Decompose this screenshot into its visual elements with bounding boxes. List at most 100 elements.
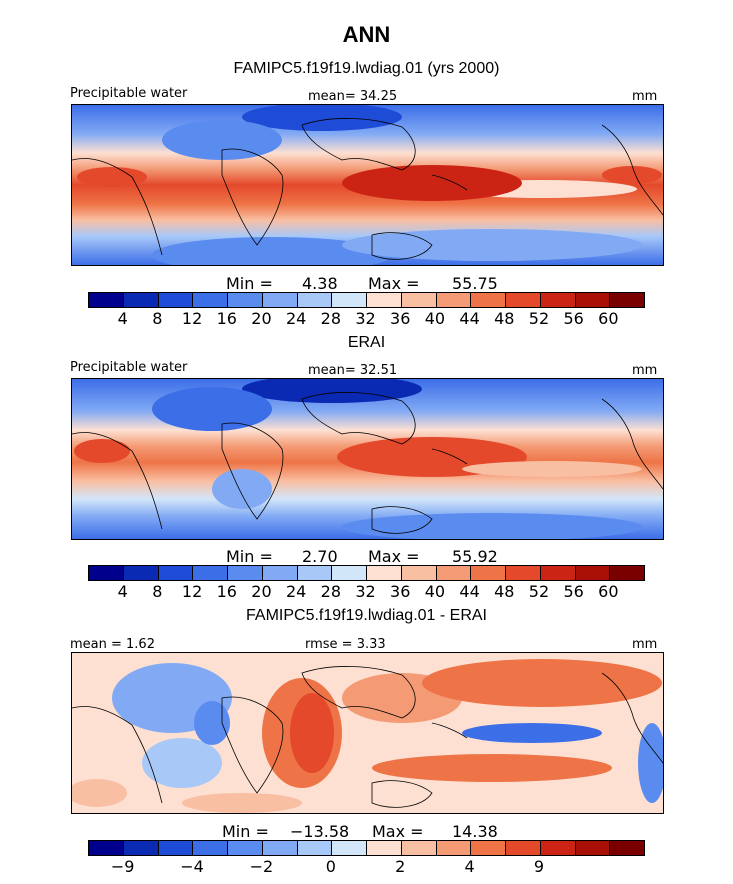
panel-2-max-label: Max = xyxy=(368,547,420,566)
colorbar-swatch xyxy=(332,293,367,307)
colorbar-swatch xyxy=(436,841,472,855)
colorbar-swatch xyxy=(123,293,159,307)
colorbar-tick-label: 0 xyxy=(325,857,336,876)
colorbar-swatch xyxy=(610,566,644,580)
panel-3-title: FAMIPC5.f19f19.lwdiag.01 - ERAI xyxy=(246,607,487,624)
colorbar-tick-label: 16 xyxy=(216,582,237,601)
panel-3-mean-label: mean = 1.62 xyxy=(70,637,155,652)
panel-1-colorbar-labels: 4 8 12 16 20 24 28 32 36 40 44 48 52 56 60 xyxy=(88,309,643,329)
colorbar-swatch xyxy=(228,293,263,307)
panel-3-min-label: Min = xyxy=(222,822,269,841)
panel-1-title: FAMIPC5.f19f19.lwdiag.01 (yrs 2000) xyxy=(233,60,500,77)
panel-2-map-svg xyxy=(72,379,663,539)
colorbar-tick-label: 32 xyxy=(355,309,376,328)
colorbar-tick-label: 9 xyxy=(533,857,545,876)
colorbar-swatch xyxy=(367,566,402,580)
colorbar-swatch xyxy=(401,293,437,307)
colorbar-swatch xyxy=(123,841,159,855)
colorbar-tick-label: 56 xyxy=(563,309,584,328)
panel-2-units-label: mm xyxy=(632,363,658,378)
colorbar-tick-label: 28 xyxy=(320,309,341,328)
colorbar-tick-label: 24 xyxy=(285,309,307,328)
panel-3-rmse-label: rmse = 3.33 xyxy=(305,637,386,652)
colorbar-tick-label: 40 xyxy=(424,309,446,328)
colorbar-tick-label: 2 xyxy=(395,857,406,876)
colorbar-swatch xyxy=(193,841,228,855)
panel-2-max-value: 55.92 xyxy=(452,547,498,566)
panel-1-max-label: Max = xyxy=(368,274,420,293)
colorbar-tick-label: 12 xyxy=(181,309,203,328)
colorbar-tick-label: 44 xyxy=(459,309,480,328)
colorbar-swatch xyxy=(471,566,506,580)
panel-3-max-value: 14.38 xyxy=(452,822,498,841)
colorbar-swatch xyxy=(401,566,437,580)
colorbar-swatch xyxy=(297,841,333,855)
colorbar-swatch xyxy=(471,293,506,307)
colorbar-swatch xyxy=(123,566,159,580)
colorbar-swatch xyxy=(89,841,124,855)
colorbar-swatch xyxy=(540,841,576,855)
colorbar-tick-label: 4 xyxy=(117,582,128,601)
panel-1-variable-label: Precipitable water xyxy=(70,86,188,101)
colorbar-tick-label: 12 xyxy=(181,582,203,601)
colorbar-swatch xyxy=(436,293,472,307)
colorbar-swatch xyxy=(540,566,576,580)
colorbar-swatch xyxy=(367,841,402,855)
colorbar-tick-label: 52 xyxy=(528,309,550,328)
colorbar-tick-label: 8 xyxy=(152,582,163,601)
panel-2-min-label: Min = xyxy=(226,547,273,566)
colorbar-swatch xyxy=(540,293,576,307)
colorbar-swatch xyxy=(575,293,611,307)
colorbar-tick-label: 36 xyxy=(390,309,411,328)
colorbar-swatch xyxy=(89,566,124,580)
panel-1-map xyxy=(71,104,664,266)
colorbar-tick-label: 20 xyxy=(251,309,272,328)
colorbar-tick-label: 52 xyxy=(528,582,550,601)
colorbar-swatch xyxy=(228,841,263,855)
colorbar-swatch xyxy=(436,566,472,580)
colorbar-swatch xyxy=(89,293,124,307)
colorbar-swatch xyxy=(506,566,541,580)
panel-1-colorbar xyxy=(88,292,645,308)
colorbar-tick-label: −9 xyxy=(110,857,135,876)
colorbar-tick-label: 32 xyxy=(355,582,376,601)
colorbar-tick-label: 4 xyxy=(464,857,475,876)
colorbar-swatch xyxy=(297,566,333,580)
colorbar-swatch xyxy=(506,293,541,307)
colorbar-swatch xyxy=(332,566,367,580)
colorbar-tick-label: 28 xyxy=(320,582,341,601)
colorbar-swatch xyxy=(158,293,194,307)
colorbar-swatch xyxy=(158,566,194,580)
panel-1-map-svg xyxy=(72,105,663,265)
colorbar-tick-label: 56 xyxy=(563,582,584,601)
panel-3-units-label: mm xyxy=(632,637,658,652)
colorbar-swatch xyxy=(332,841,367,855)
panel-3-map xyxy=(71,652,664,814)
colorbar-tick-label: −2 xyxy=(249,857,274,876)
panel-2-colorbar-labels: 4 8 12 16 20 24 28 32 36 40 44 48 52 56 60 xyxy=(88,582,643,602)
colorbar-tick-label: 16 xyxy=(216,309,237,328)
panel-3-map-svg xyxy=(72,653,663,813)
colorbar-swatch xyxy=(575,566,611,580)
panel-1-units-label: mm xyxy=(632,89,658,104)
panel-3-min-value: −13.58 xyxy=(290,822,350,841)
colorbar-swatch xyxy=(297,293,333,307)
colorbar-swatch xyxy=(262,566,298,580)
colorbar-swatch xyxy=(228,566,263,580)
panel-2-map xyxy=(71,378,664,540)
colorbar-tick-label: −4 xyxy=(180,857,204,876)
colorbar-tick-label: 40 xyxy=(424,582,446,601)
panel-1-mean-label: mean= 34.25 xyxy=(308,89,398,104)
colorbar-tick-label: 8 xyxy=(152,309,163,328)
colorbar-swatch xyxy=(193,566,228,580)
colorbar-tick-label: 44 xyxy=(459,582,480,601)
colorbar-swatch xyxy=(575,841,611,855)
panel-2-title: ERAI xyxy=(347,334,386,351)
colorbar-swatch xyxy=(262,841,298,855)
panel-1-min-label: Min = xyxy=(226,274,273,293)
panel-2-mean-label: mean= 32.51 xyxy=(308,363,398,378)
panel-1-max-value: 55.75 xyxy=(452,274,498,293)
colorbar-tick-label: 48 xyxy=(494,309,515,328)
colorbar-tick-label: 48 xyxy=(494,582,515,601)
colorbar-swatch xyxy=(471,841,506,855)
